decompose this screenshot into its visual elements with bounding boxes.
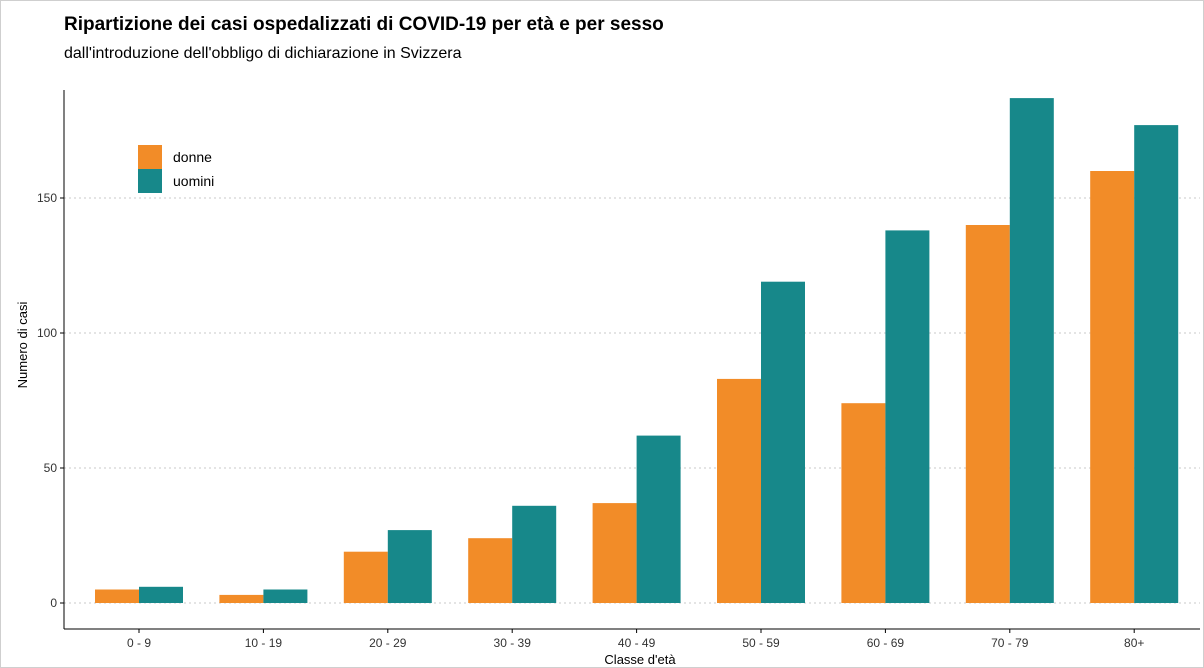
x-tick-label: 80+ — [1124, 636, 1144, 650]
bar-uomini-8 — [1134, 125, 1179, 603]
bar-uomini-5 — [761, 281, 805, 603]
bar-donne-7 — [965, 225, 1010, 603]
bars — [95, 98, 1179, 603]
bar-donne-5 — [717, 378, 761, 603]
y-tick-label: 0 — [50, 596, 57, 610]
y-tick-label: 150 — [37, 191, 57, 205]
x-tick-label: 0 - 9 — [127, 636, 151, 650]
x-tick-label: 20 - 29 — [369, 636, 407, 650]
x-ticks: 0 - 9 10 - 19 20 - 29 30 - 39 40 - 49 50 - 59… — [127, 629, 1144, 650]
x-tick-label: 10 - 19 — [245, 636, 283, 650]
bar-uomini-1 — [263, 589, 308, 603]
x-tick-label: 30 - 39 — [494, 636, 532, 650]
bar-uomini-2 — [387, 530, 432, 603]
bar-donne-1 — [219, 594, 264, 603]
bar-donne-3 — [468, 538, 513, 603]
chart-subtitle: dall'introduzione dell'obbligo di dichia… — [64, 45, 462, 62]
x-tick-label: 70 - 79 — [991, 636, 1029, 650]
y-tick-label: 50 — [44, 461, 58, 475]
bar-donne-2 — [343, 551, 388, 603]
bar-uomini-3 — [512, 505, 557, 603]
legend-swatch-uomini — [138, 169, 162, 193]
bar-donne-4 — [592, 503, 637, 603]
legend-label-uomini: uomini — [173, 173, 214, 189]
bar-uomini-4 — [636, 435, 681, 603]
bar-uomini-0 — [139, 586, 183, 603]
bar-donne-6 — [841, 403, 886, 603]
y-ticks: 0 50 100 150 — [37, 191, 64, 610]
x-axis-label: Classe d'età — [604, 652, 676, 667]
bar-donne-8 — [1090, 171, 1135, 603]
x-tick-label: 60 - 69 — [867, 636, 905, 650]
bar-uomini-6 — [885, 230, 930, 603]
legend-label-donne: donne — [173, 149, 212, 165]
y-axis-label: Numero di casi — [15, 302, 30, 389]
chart-title: Ripartizione dei casi ospedalizzati di C… — [64, 14, 664, 35]
x-tick-label: 40 - 49 — [618, 636, 656, 650]
bar-donne-0 — [95, 589, 139, 603]
legend-swatch-donne — [138, 145, 162, 169]
x-tick-label: 50 - 59 — [742, 636, 780, 650]
bar-uomini-7 — [1009, 98, 1054, 603]
y-tick-label: 100 — [37, 326, 57, 340]
legend: donne uomini — [138, 145, 214, 193]
